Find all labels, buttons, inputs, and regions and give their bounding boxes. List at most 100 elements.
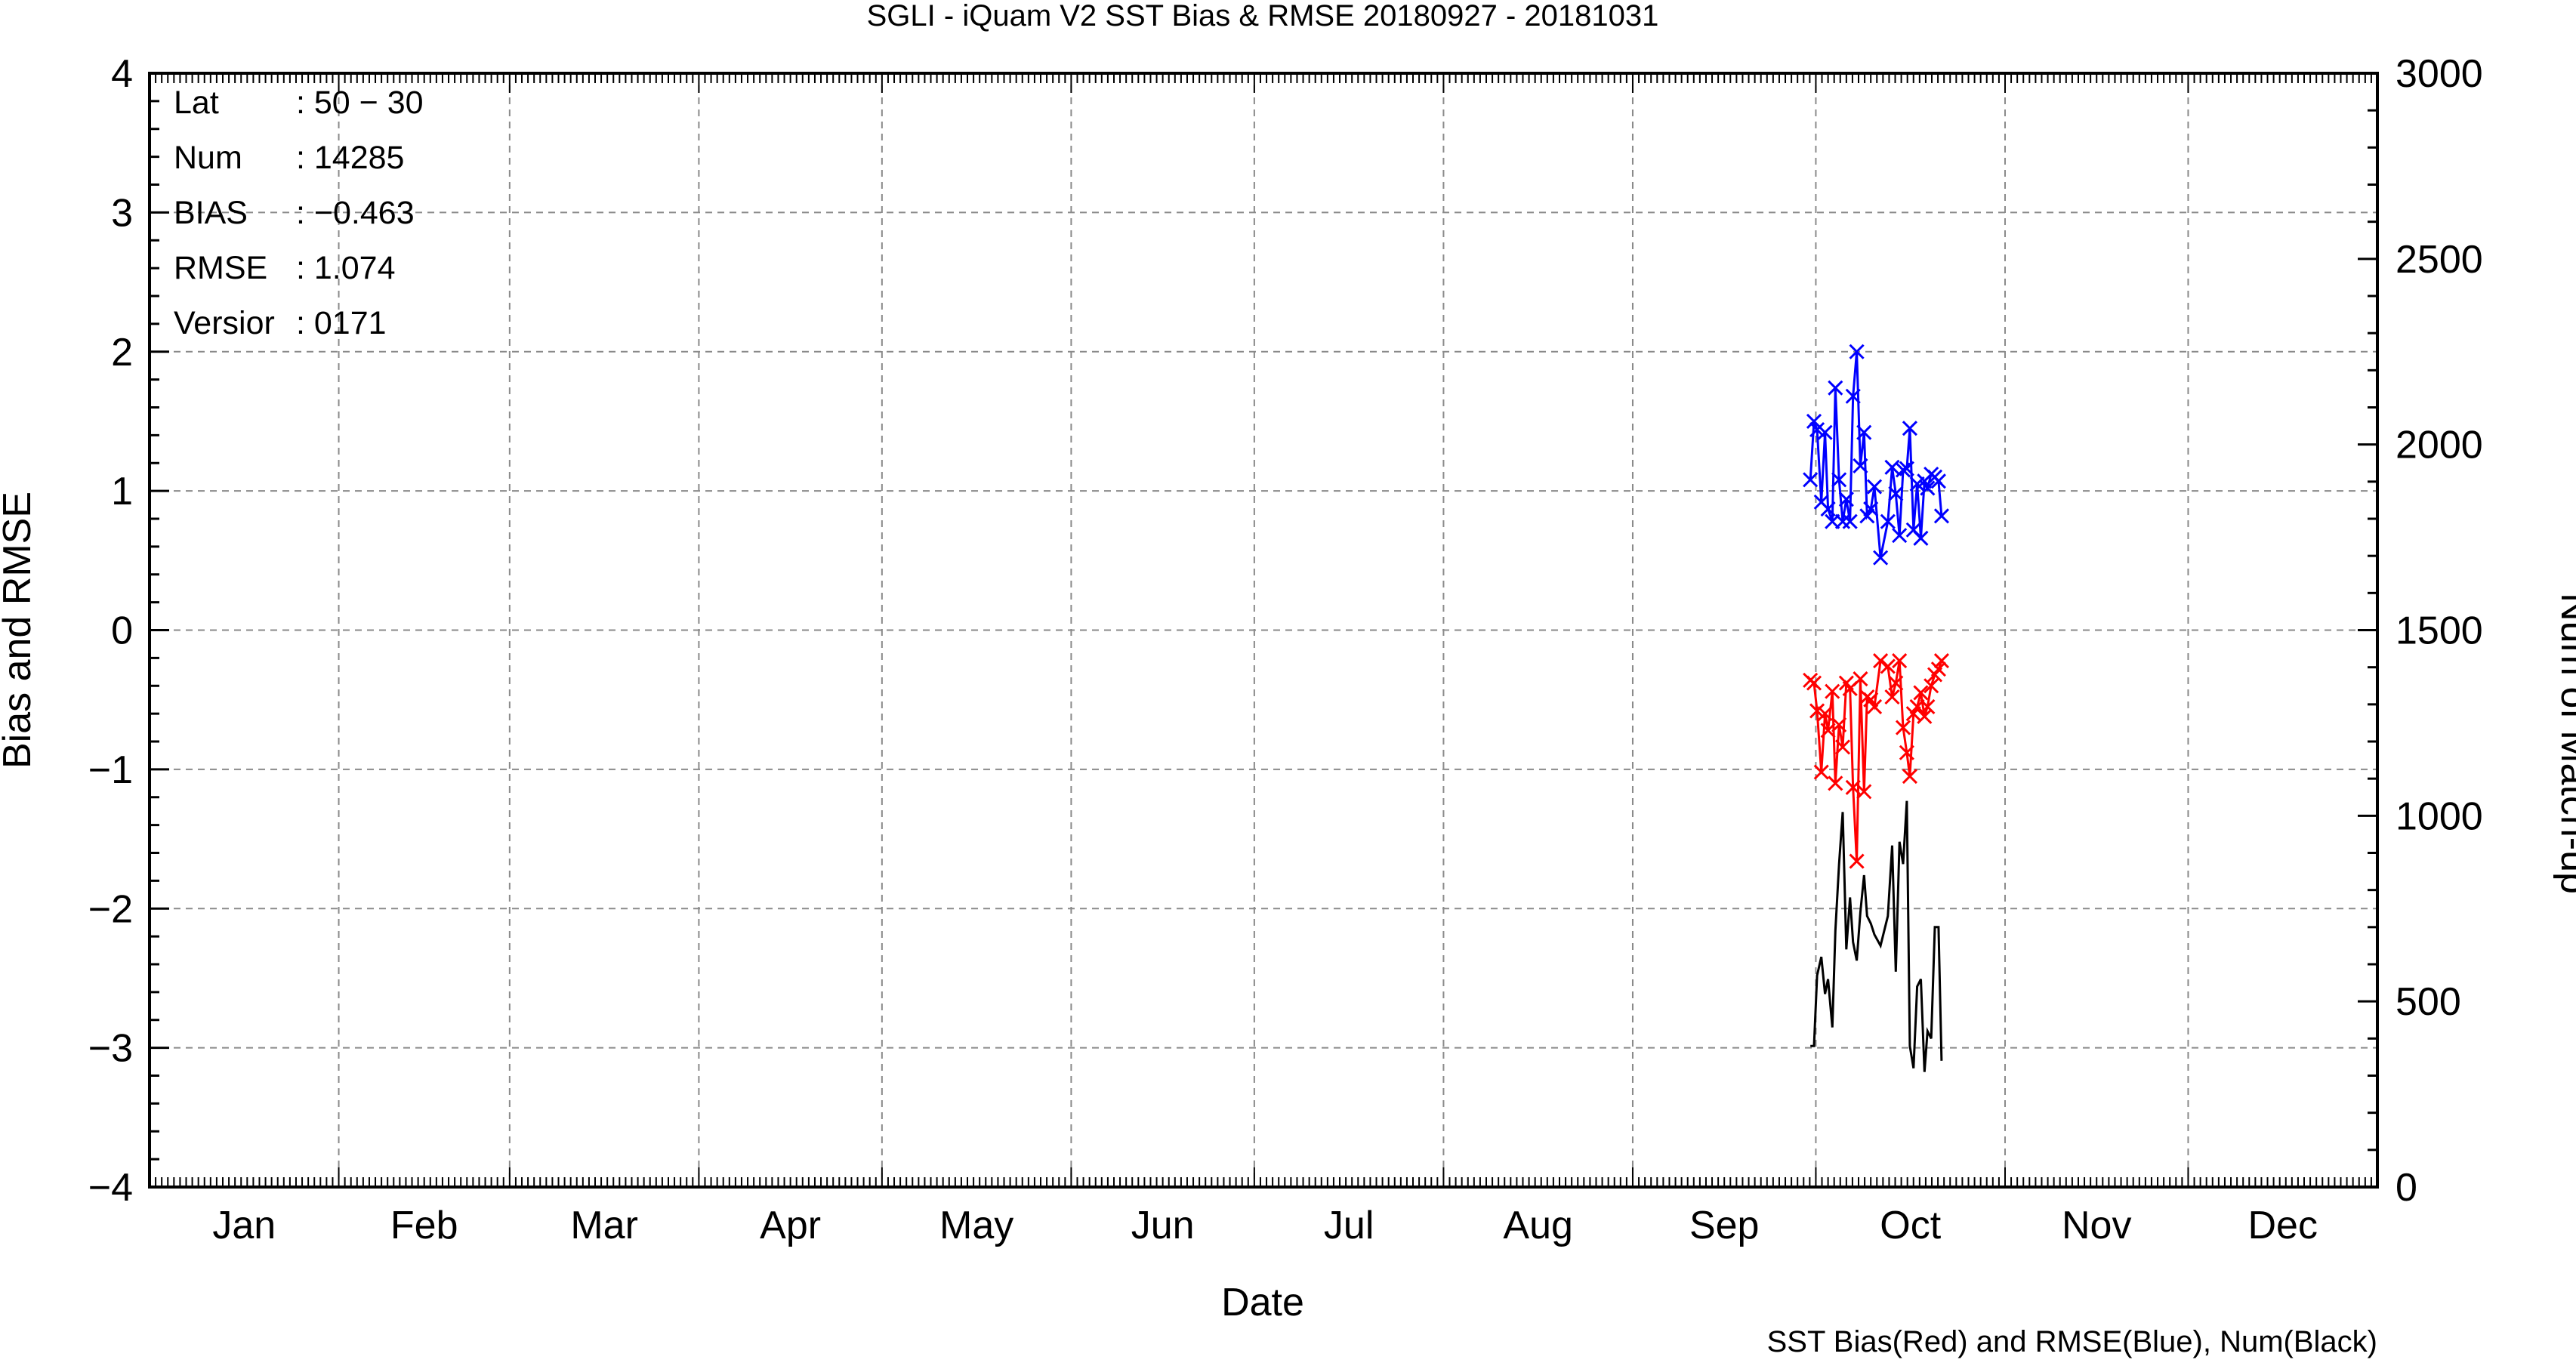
data-point bbox=[1813, 764, 1829, 780]
point-stroke-b bbox=[1888, 675, 1904, 691]
y-tick-label: −1 bbox=[88, 748, 133, 792]
data-point bbox=[1884, 459, 1900, 475]
data-point bbox=[1845, 779, 1861, 795]
x-axis-label: Date bbox=[1221, 1281, 1304, 1324]
point-stroke-b bbox=[1930, 661, 1946, 677]
point-stroke-b bbox=[1845, 388, 1861, 404]
info-key: BIAS bbox=[174, 195, 248, 231]
data-point bbox=[1888, 675, 1904, 691]
footnote: SST Bias(Red) and RMSE(Blue), Num(Black) bbox=[1767, 1325, 2377, 1358]
point-stroke-b bbox=[1853, 671, 1868, 687]
data-point bbox=[1913, 530, 1929, 546]
data-point bbox=[1817, 424, 1833, 440]
info-value: : 50 − 30 bbox=[296, 85, 424, 121]
data-point bbox=[1831, 717, 1847, 732]
y-tick-label: −3 bbox=[88, 1027, 133, 1071]
y2-tick-label: 2500 bbox=[2396, 238, 2483, 282]
data-point bbox=[1895, 462, 1911, 478]
point-stroke-b bbox=[1831, 717, 1847, 732]
month-label: Aug bbox=[1503, 1204, 1573, 1247]
point-stroke-b bbox=[1809, 421, 1825, 438]
point-stroke-b bbox=[1892, 653, 1908, 669]
data-point bbox=[1856, 784, 1872, 800]
point-stroke-b bbox=[1895, 462, 1911, 478]
data-point bbox=[1817, 706, 1833, 722]
point-stroke-b bbox=[1842, 513, 1858, 529]
data-point bbox=[1849, 853, 1865, 869]
data-point bbox=[1884, 689, 1900, 705]
data-point bbox=[1828, 775, 1843, 791]
point-stroke-b bbox=[1803, 472, 1819, 488]
info-value: : 14285 bbox=[296, 140, 404, 176]
data-point bbox=[1892, 528, 1908, 544]
grid bbox=[150, 73, 2377, 1187]
data-point bbox=[1873, 653, 1889, 669]
data-point bbox=[1806, 675, 1822, 691]
point-stroke-b bbox=[1899, 745, 1914, 760]
point-stroke-b bbox=[1933, 653, 1949, 669]
data-point bbox=[1820, 501, 1836, 517]
point-stroke-b bbox=[1880, 658, 1896, 674]
point-stroke-b bbox=[1917, 708, 1933, 724]
point-stroke-b bbox=[1853, 458, 1868, 473]
point-stroke-b bbox=[1866, 479, 1883, 495]
point-stroke-b bbox=[1892, 528, 1908, 544]
point-stroke-b bbox=[1806, 675, 1822, 691]
y-tick-label: 4 bbox=[111, 52, 133, 96]
point-stroke-b bbox=[1828, 380, 1843, 396]
point-stroke-b bbox=[1895, 720, 1911, 735]
point-stroke-b bbox=[1866, 698, 1883, 714]
data-point bbox=[1834, 739, 1851, 755]
point-stroke-b bbox=[1820, 501, 1836, 517]
month-label: Mar bbox=[570, 1204, 638, 1247]
point-stroke-b bbox=[1884, 459, 1900, 475]
data-point bbox=[1842, 513, 1858, 529]
y-axis-label: Bias and RMSE bbox=[0, 492, 39, 769]
point-stroke-b bbox=[1902, 421, 1917, 436]
month-label: Nov bbox=[2062, 1204, 2131, 1247]
data-point bbox=[1899, 461, 1914, 476]
data-point bbox=[1856, 424, 1872, 440]
data-point bbox=[1809, 421, 1825, 438]
month-label: Feb bbox=[390, 1204, 458, 1247]
info-key: RMSE bbox=[174, 250, 267, 286]
month-label: Dec bbox=[2247, 1204, 2317, 1247]
point-stroke-b bbox=[1863, 692, 1879, 708]
point-stroke-b bbox=[1838, 492, 1854, 507]
point-stroke-b bbox=[1813, 494, 1829, 510]
point-stroke-b bbox=[1933, 508, 1949, 524]
data-point bbox=[1895, 720, 1911, 735]
data-point bbox=[1920, 698, 1936, 714]
y2-tick-label: 2000 bbox=[2396, 424, 2483, 467]
point-stroke-b bbox=[1873, 653, 1889, 669]
data-point bbox=[1831, 472, 1847, 488]
y2-tick-label: 1500 bbox=[2396, 609, 2483, 653]
data-point bbox=[1888, 486, 1904, 501]
series-layer bbox=[1803, 344, 1949, 1072]
data-point bbox=[1834, 513, 1851, 529]
point-stroke-b bbox=[1880, 513, 1896, 529]
info-value: : 1.074 bbox=[296, 250, 396, 286]
series-num bbox=[1810, 800, 1943, 1072]
point-stroke-b bbox=[1834, 739, 1851, 755]
data-point bbox=[1828, 380, 1843, 396]
point-stroke-b bbox=[1856, 784, 1872, 800]
data-point bbox=[1866, 698, 1883, 714]
data-point bbox=[1845, 388, 1861, 404]
point-stroke-b bbox=[1920, 480, 1936, 496]
point-stroke-b bbox=[1884, 689, 1900, 705]
data-point bbox=[1863, 501, 1879, 517]
y-tick-label: 1 bbox=[111, 470, 133, 513]
point-stroke-b bbox=[1834, 513, 1851, 529]
data-point bbox=[1880, 658, 1896, 674]
point-stroke-b bbox=[1849, 344, 1865, 359]
y-tick-label: 0 bbox=[111, 609, 133, 653]
point-stroke-b bbox=[1828, 775, 1843, 791]
y2-tick-label: 0 bbox=[2396, 1166, 2417, 1210]
point-stroke-b bbox=[1905, 522, 1921, 538]
data-point bbox=[1892, 653, 1908, 669]
point-stroke-b bbox=[1924, 678, 1939, 694]
chart-title: SGLI - iQuam V2 SST Bias & RMSE 20180927… bbox=[867, 0, 1659, 32]
month-label: Jan bbox=[212, 1204, 276, 1247]
